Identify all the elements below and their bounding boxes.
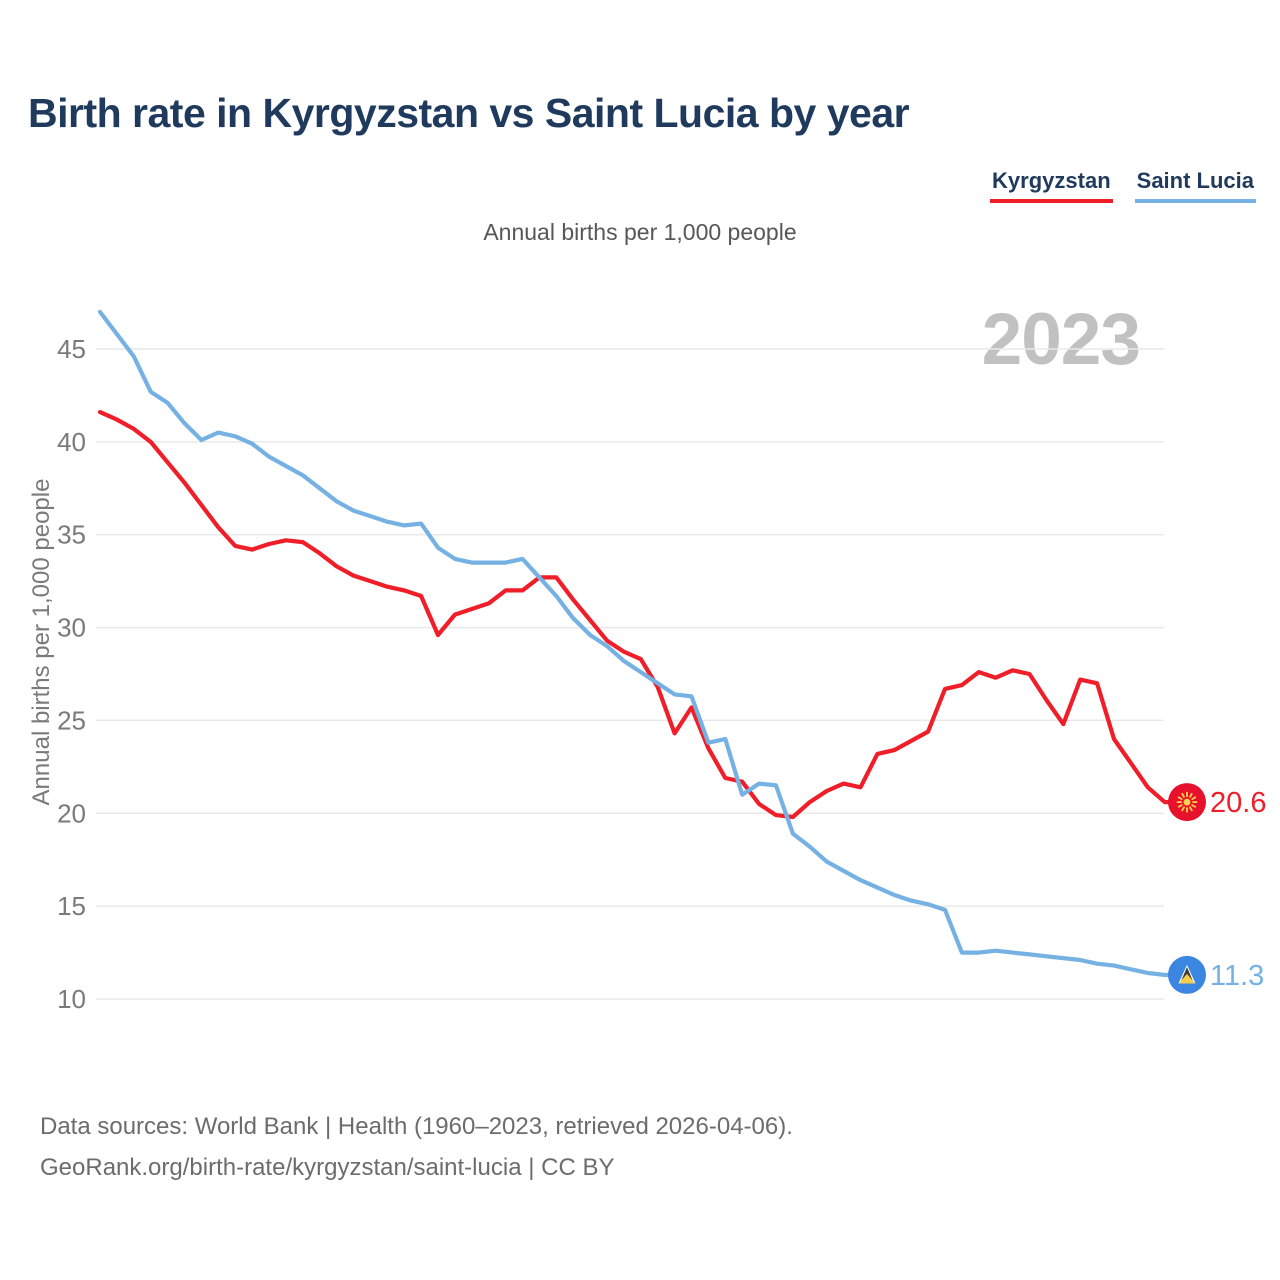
y-tick-label: 30: [57, 613, 86, 643]
footer-url-line: GeoRank.org/birth-rate/kyrgyzstan/saint-…: [40, 1154, 615, 1181]
y-tick-label: 25: [57, 705, 86, 735]
y-tick-label: 40: [57, 427, 86, 457]
y-tick-label: 45: [57, 334, 86, 364]
year-watermark: 2023: [981, 299, 1141, 380]
series-line-saint-lucia: [97, 309, 1173, 978]
legend-item-kyrgyzstan[interactable]: Kyrgyzstan: [990, 168, 1113, 203]
end-marker-kyrgyzstan: [1168, 783, 1206, 822]
chart-subtitle: Annual births per 1,000 people: [483, 219, 797, 245]
y-tick-label: 15: [57, 891, 86, 921]
end-value-label-kyrgyzstan: 20.6: [1210, 787, 1266, 819]
y-tick-label: 35: [57, 520, 86, 550]
legend: Kyrgyzstan Saint Lucia: [990, 168, 1256, 203]
end-value-label-saint-lucia: 11.3: [1210, 960, 1264, 992]
y-tick-label: 10: [57, 984, 86, 1014]
footer-source-line: Data sources: World Bank | Health (1960–…: [40, 1113, 793, 1140]
chart-footer: Data sources: World Bank | Health (1960–…: [40, 1106, 793, 1188]
chart-plot: 1015202530354045196019701980199020002010…: [57, 309, 1266, 1059]
end-marker-saint-lucia: [1168, 955, 1206, 994]
chart-area: 1015202530354045196019701980199020002010…: [0, 280, 1280, 1059]
y-tick-label: 20: [57, 798, 86, 828]
series-line-kyrgyzstan: [97, 410, 1173, 820]
page-title: Birth rate in Kyrgyzstan vs Saint Lucia …: [28, 90, 910, 136]
legend-item-saint-lucia[interactable]: Saint Lucia: [1134, 168, 1256, 203]
